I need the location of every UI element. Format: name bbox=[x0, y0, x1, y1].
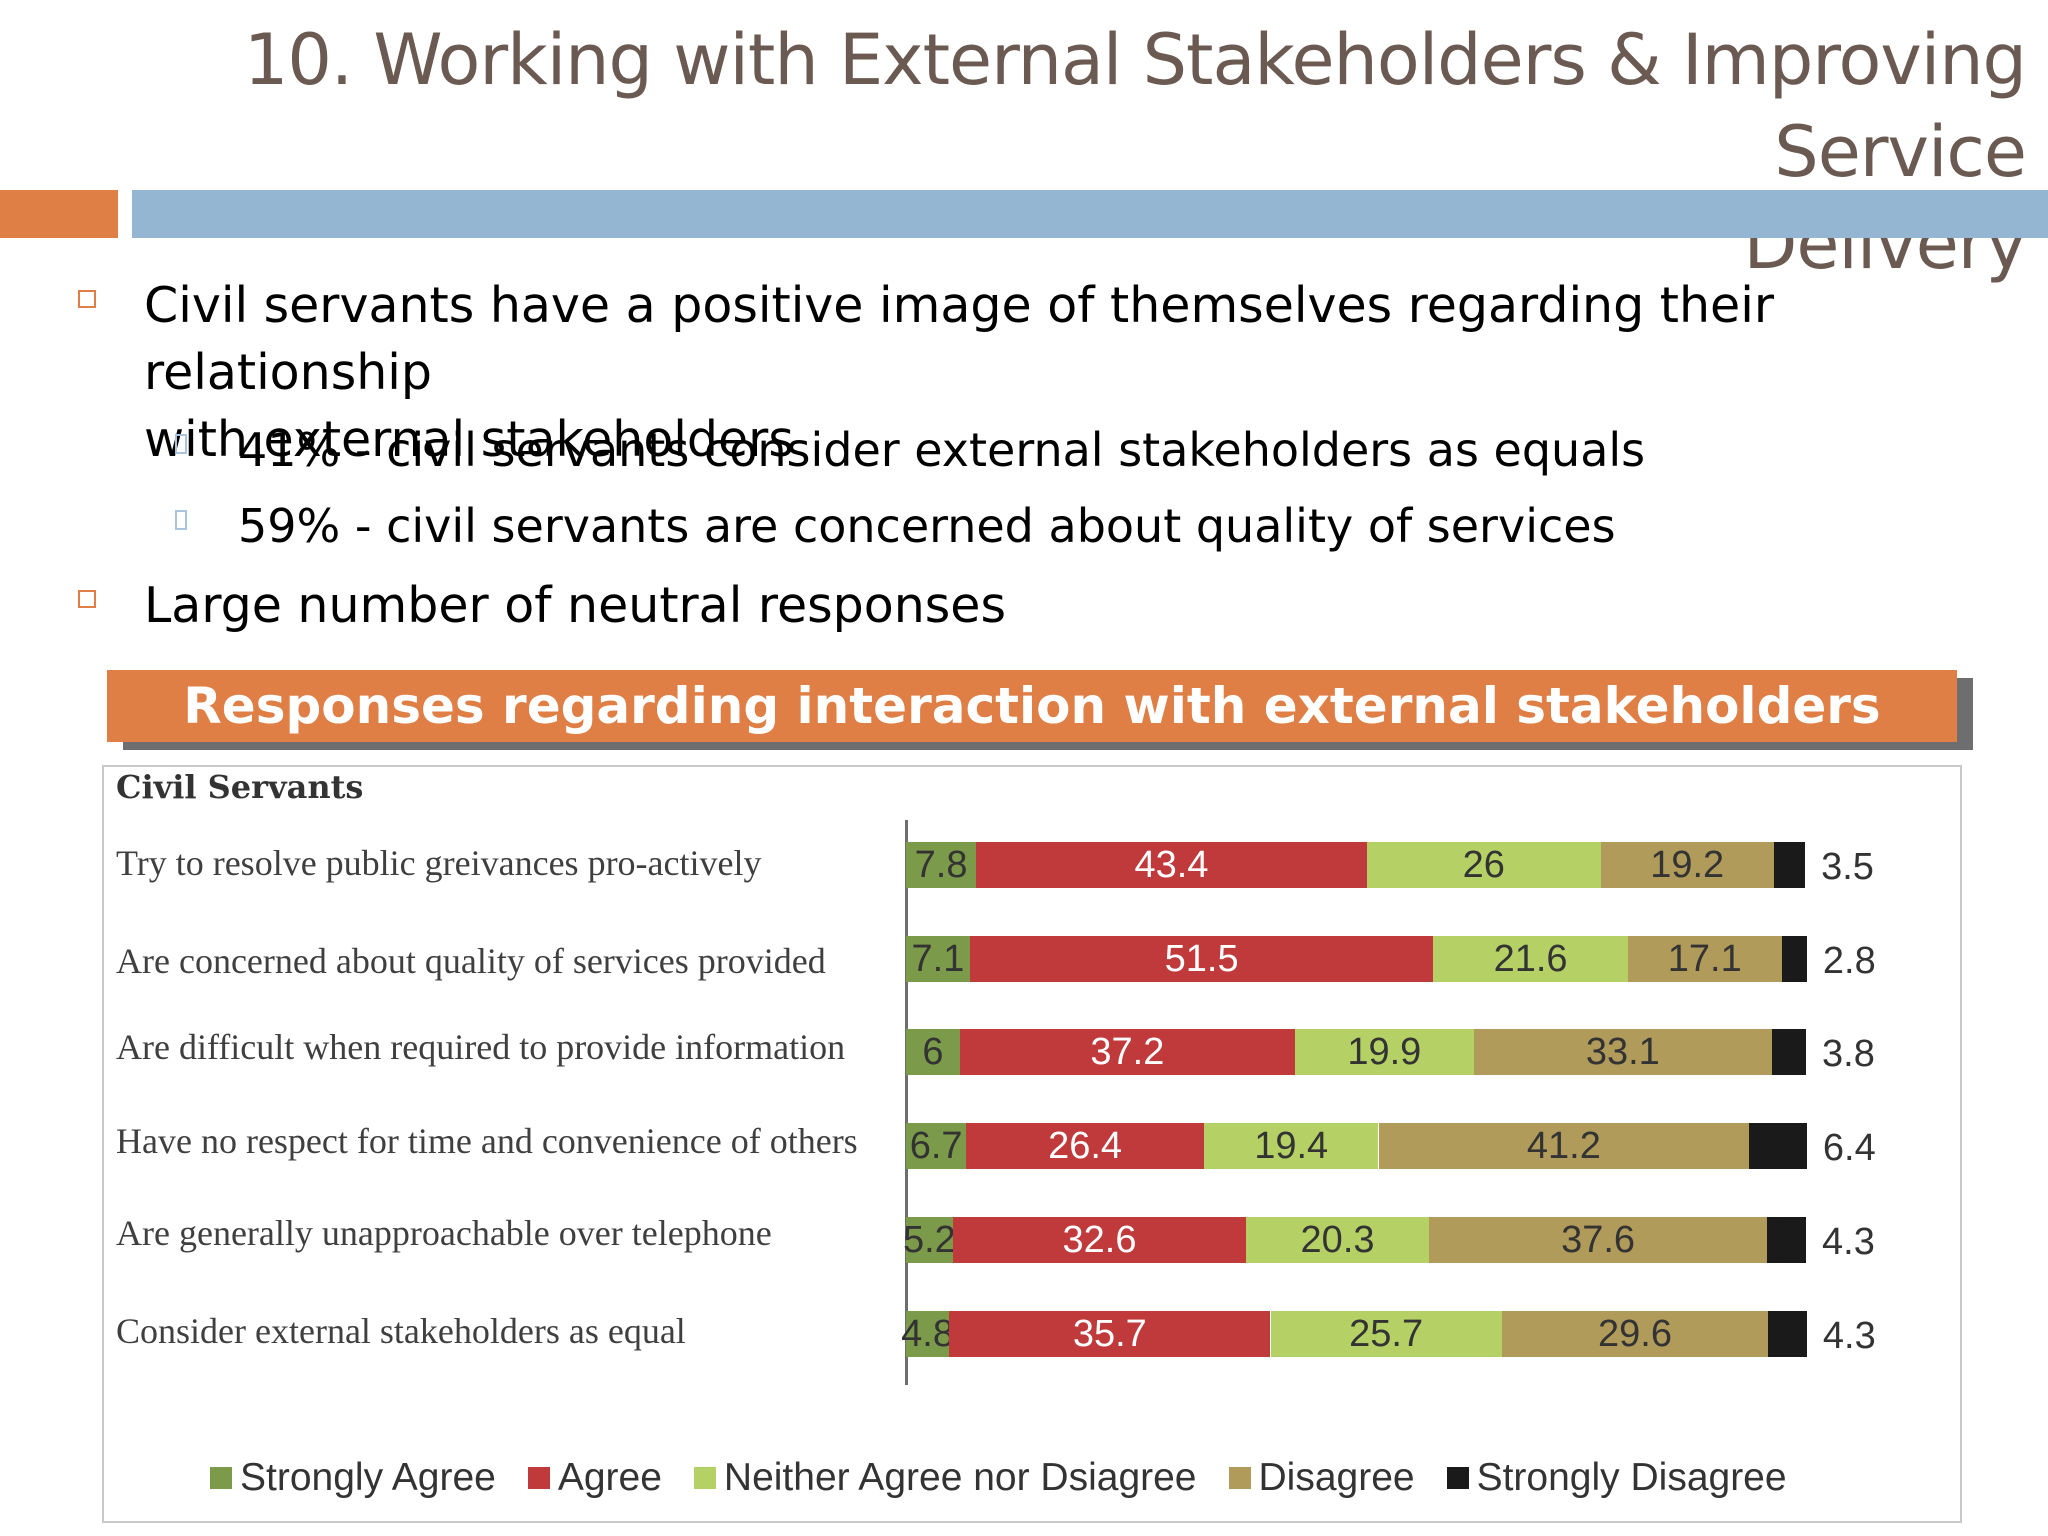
category-label: Are difficult when required to provide i… bbox=[116, 1027, 846, 1067]
bar-segment bbox=[1473, 1029, 1772, 1075]
data-label: 25.7 bbox=[1349, 1313, 1424, 1355]
bar-segment bbox=[1294, 1029, 1474, 1075]
bar-segment bbox=[1203, 1123, 1379, 1169]
bar-segment bbox=[976, 842, 1367, 888]
square-bullet-icon bbox=[78, 290, 96, 308]
legend-item: Agree bbox=[527, 1456, 662, 1500]
legend-item: Neither Agree nor Dsiagree bbox=[693, 1456, 1197, 1500]
legend-swatch bbox=[693, 1467, 716, 1489]
data-label: 35.7 bbox=[1072, 1313, 1147, 1355]
data-label: 17.1 bbox=[1667, 938, 1742, 980]
category-label: Have no respect for time and convenience… bbox=[116, 1121, 858, 1161]
bar-segment bbox=[1600, 842, 1774, 888]
bar-segment bbox=[1246, 1217, 1429, 1263]
bar-segment bbox=[906, 1123, 967, 1169]
bullet-1-line2: with external stakeholders bbox=[144, 411, 794, 468]
sub-bullet-icon bbox=[175, 510, 187, 530]
bar-segment bbox=[906, 842, 977, 888]
slide-title: 10. Working with External Stakeholders &… bbox=[60, 14, 2027, 290]
data-label: 7.1 bbox=[911, 938, 965, 980]
data-label: 4.3 bbox=[1822, 1221, 1875, 1263]
data-label: 19.9 bbox=[1347, 1031, 1422, 1073]
bar-segment bbox=[1767, 1217, 1806, 1263]
data-label: 37.6 bbox=[1561, 1219, 1636, 1261]
bar-segment bbox=[1270, 1311, 1502, 1357]
data-label: 21.6 bbox=[1493, 938, 1568, 980]
category-label: Consider external stakeholders as equal bbox=[116, 1311, 686, 1351]
bar-segment bbox=[906, 1217, 953, 1263]
data-label: 2.8 bbox=[1822, 940, 1876, 982]
data-label: 6.4 bbox=[1822, 1127, 1876, 1169]
data-label: 33.1 bbox=[1585, 1031, 1660, 1073]
data-label: 3.5 bbox=[1821, 846, 1874, 888]
data-label: 7.8 bbox=[914, 844, 968, 886]
data-label: 37.2 bbox=[1090, 1031, 1165, 1073]
data-label: 32.6 bbox=[1062, 1219, 1137, 1261]
chart-legend: Strongly Agree Agree Neither Agree nor Dsi… bbox=[210, 1455, 1819, 1501]
chart-y-axis bbox=[905, 820, 908, 1385]
bar-segment bbox=[1781, 936, 1807, 982]
title-divider-bar bbox=[132, 190, 2048, 238]
bullet-1: Civil servants have a positive image of … bbox=[144, 272, 2048, 473]
legend-label: Neither Agree nor Dsiagree bbox=[723, 1456, 1197, 1499]
bar-segment bbox=[952, 1217, 1247, 1263]
bar-segment bbox=[1378, 1123, 1750, 1169]
legend-label: Strongly Disagree bbox=[1476, 1456, 1787, 1499]
legend-item: Disagree bbox=[1228, 1456, 1415, 1500]
legend-swatch bbox=[1446, 1467, 1469, 1489]
category-label: Try to resolve public greivances pro-act… bbox=[116, 843, 762, 883]
bar-segment bbox=[1433, 936, 1628, 982]
bar-segment bbox=[1771, 1029, 1806, 1075]
legend-label: Disagree bbox=[1258, 1456, 1415, 1499]
bar-segment bbox=[1773, 842, 1806, 888]
data-label: 4.8 bbox=[901, 1313, 954, 1355]
bullet-1-line1: Civil servants have a positive image of … bbox=[144, 277, 1774, 401]
bar-segment bbox=[969, 936, 1434, 982]
bar-segment bbox=[1749, 1123, 1807, 1169]
sub-bullet-1: 41% - civil servants consider external s… bbox=[238, 423, 1646, 477]
legend-swatch bbox=[1228, 1467, 1251, 1489]
square-bullet-icon bbox=[78, 590, 96, 608]
bar-segment bbox=[1366, 842, 1601, 888]
chart-panel-label: Civil Servants bbox=[116, 768, 364, 806]
data-label: 6 bbox=[922, 1031, 944, 1073]
data-label: 5.2 bbox=[902, 1219, 956, 1261]
bar-segment bbox=[906, 1029, 960, 1075]
chart-banner: Responses regarding interaction with ext… bbox=[107, 670, 1957, 742]
legend-item: Strongly Agree bbox=[210, 1456, 496, 1500]
data-label: 29.6 bbox=[1598, 1313, 1672, 1355]
slide-title-line1: 10. Working with External Stakeholders &… bbox=[243, 19, 2027, 193]
data-label: 43.4 bbox=[1134, 844, 1209, 886]
bar-segment bbox=[1501, 1311, 1769, 1357]
legend-swatch bbox=[210, 1467, 232, 1489]
title-accent-bar bbox=[0, 190, 118, 238]
data-label: 20.3 bbox=[1300, 1219, 1375, 1261]
data-label: 3.8 bbox=[1822, 1033, 1875, 1075]
data-label: 26.4 bbox=[1048, 1125, 1123, 1167]
sub-bullet-icon bbox=[175, 434, 187, 454]
legend-label: Strongly Agree bbox=[240, 1456, 496, 1499]
data-label: 6.7 bbox=[909, 1125, 963, 1167]
data-label: 19.2 bbox=[1650, 844, 1725, 886]
data-label: 41.2 bbox=[1526, 1125, 1601, 1167]
data-label: 26 bbox=[1462, 844, 1505, 886]
data-label: 4.3 bbox=[1822, 1315, 1876, 1357]
sub-bullet-2: 59% - civil servants are concerned about… bbox=[238, 499, 1616, 553]
bar-segment bbox=[1768, 1311, 1807, 1357]
legend-swatch bbox=[527, 1467, 550, 1489]
bullet-2: Large number of neutral responses bbox=[144, 577, 1006, 634]
bar-segment bbox=[1428, 1217, 1768, 1263]
legend-label: Agree bbox=[557, 1456, 662, 1499]
bar-segment bbox=[960, 1029, 1295, 1075]
bar-segment bbox=[1627, 936, 1782, 982]
category-label: Are concerned about quality of services … bbox=[116, 941, 826, 981]
legend-item: Strongly Disagree bbox=[1446, 1456, 1787, 1500]
bar-segment bbox=[906, 936, 970, 982]
data-label: 51.5 bbox=[1164, 938, 1239, 980]
bar-segment bbox=[949, 1311, 1271, 1357]
category-label: Are generally unapproachable over teleph… bbox=[116, 1213, 772, 1253]
data-label: 19.4 bbox=[1254, 1125, 1329, 1167]
bar-segment bbox=[966, 1123, 1204, 1169]
bar-segment bbox=[906, 1311, 950, 1357]
